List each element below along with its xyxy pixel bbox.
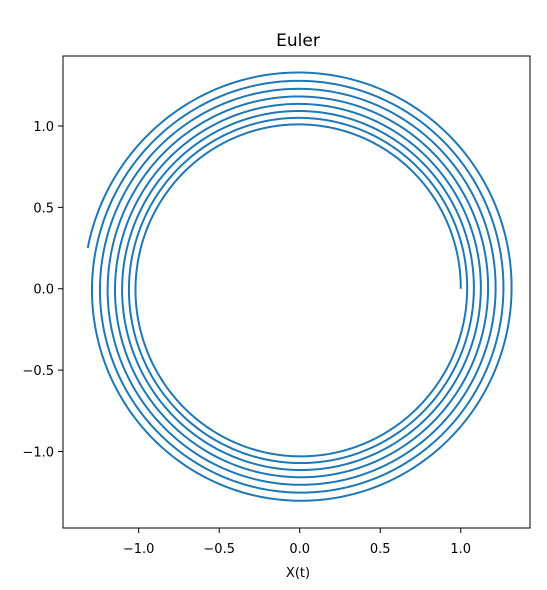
x-axis-ticks: −1.0 −0.5 0.0 0.5 1.0 <box>123 528 471 557</box>
x-tick-label: 1.0 <box>450 542 471 557</box>
x-tick-label: 0.5 <box>370 542 391 557</box>
y-axis-ticks: 1.0 0.5 0.0 −0.5 −1.0 <box>22 120 63 461</box>
x-axis-label: X(t) <box>286 566 310 581</box>
y-tick-label: 0.0 <box>33 283 54 298</box>
euler-trajectory-line <box>86 71 513 502</box>
x-tick-label: 0.0 <box>289 542 310 557</box>
y-tick-label: −1.0 <box>22 446 54 461</box>
y-tick-label: −0.5 <box>22 364 54 379</box>
y-tick-label: 1.0 <box>33 120 54 135</box>
plot-frame <box>62 55 531 529</box>
x-tick-label: −1.0 <box>123 542 155 557</box>
x-tick-label: −0.5 <box>203 542 235 557</box>
y-tick-label: 0.5 <box>33 201 54 216</box>
chart-title: Euler <box>276 31 320 51</box>
